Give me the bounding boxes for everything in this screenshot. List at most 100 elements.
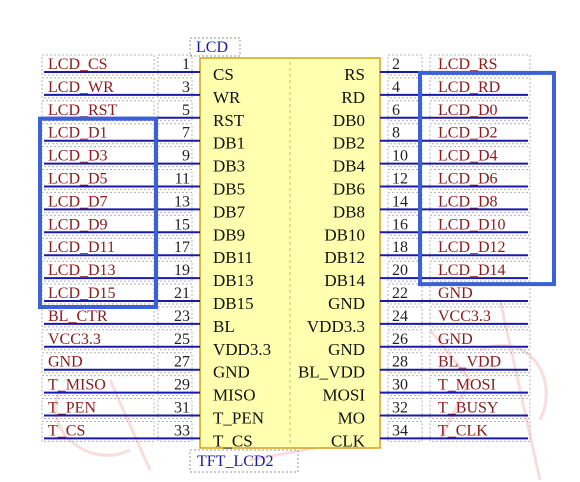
pin-row-15: LCD_D9 15 DB9 — [41, 214, 245, 244]
pin-number-box — [157, 77, 193, 99]
pin-number: 22 — [392, 285, 408, 302]
pin-row-33: T_CS 33 T_CS — [41, 420, 253, 450]
pin-number: 26 — [392, 331, 408, 348]
net-label: LCD_D12 — [438, 239, 506, 256]
pin-name: GND — [213, 363, 250, 382]
net-label: LCD_D6 — [438, 171, 498, 188]
highlight-boxes — [38, 70, 556, 309]
net-label-box — [41, 352, 155, 374]
highlight-box-right — [418, 70, 556, 287]
value-label-box — [189, 449, 299, 473]
net-label: LCD_D3 — [48, 148, 108, 165]
net-label-box — [429, 100, 531, 122]
pin-number-box — [157, 420, 193, 442]
pin-row-23: BL_CTR 23 BL — [41, 306, 235, 336]
net-label-box — [429, 77, 531, 99]
pin-row-26: GND 26 GND — [328, 329, 531, 359]
component-value: TFT_LCD2 — [197, 453, 273, 470]
net-label: T_CS — [48, 422, 85, 439]
pin-number-box — [157, 329, 193, 351]
pin-name: T_CS — [213, 431, 253, 450]
net-label-box — [429, 237, 531, 259]
pin-number-box — [387, 329, 423, 351]
pin-name: CLK — [331, 431, 366, 450]
net-label: LCD_WR — [48, 79, 114, 96]
pin-name: DB3 — [213, 157, 245, 176]
pin-row-16: LCD_D10 16 DB10 — [324, 214, 531, 244]
net-label-box — [41, 77, 155, 99]
net-label: LCD_D0 — [438, 102, 498, 119]
net-label-box — [429, 260, 531, 282]
pin-number: 8 — [392, 125, 400, 142]
pin-name: RST — [213, 111, 245, 130]
pin-number: 11 — [175, 171, 190, 188]
pin-number: 5 — [182, 102, 190, 119]
pin-row-19: LCD_D13 19 DB13 — [41, 260, 254, 290]
pin-row-25: VCC3.3 25 VDD3.3 — [41, 329, 271, 359]
net-label: LCD_D11 — [48, 239, 115, 256]
pin-row-30: T_MOSI 30 MOSI — [322, 375, 531, 405]
pin-row-6: LCD_D0 6 DB0 — [333, 100, 531, 130]
pin-name: BL — [213, 317, 235, 336]
pin-row-14: LCD_D8 14 DB8 — [333, 191, 531, 221]
net-label: LCD_RST — [48, 102, 118, 119]
pin-number: 31 — [174, 400, 190, 417]
pin-row-12: LCD_D6 12 DB6 — [333, 169, 531, 199]
pin-number: 9 — [182, 148, 190, 165]
pin-row-29: T_MISO 29 MISO — [41, 375, 256, 405]
pin-name: DB9 — [213, 225, 245, 244]
net-label-box — [41, 375, 155, 397]
pin-name: DB13 — [213, 271, 254, 290]
pin-name: MOSI — [322, 386, 365, 405]
pin-name: DB8 — [333, 202, 365, 221]
pin-number: 7 — [182, 125, 190, 142]
net-label: LCD_D9 — [48, 216, 108, 233]
pin-number: 17 — [174, 239, 190, 256]
pin-name: VDD3.3 — [307, 317, 365, 336]
net-label: T_MISO — [48, 377, 106, 394]
pin-number-box — [157, 352, 193, 374]
pin-name: MO — [338, 409, 365, 428]
pin-row-2: LCD_RS 2 RS — [344, 54, 531, 84]
net-label: LCD_D10 — [438, 216, 506, 233]
pin-number: 1 — [182, 56, 190, 73]
pin-number-box — [387, 420, 423, 442]
net-label: LCD_CS — [48, 56, 108, 73]
net-label-box — [429, 306, 531, 328]
pin-name: CS — [213, 65, 234, 84]
net-label-box — [41, 398, 155, 419]
net-label: GND — [438, 285, 473, 302]
highlight-box-left — [38, 116, 158, 309]
ref-label-box — [189, 37, 241, 57]
pin-name: DB5 — [213, 180, 245, 199]
pin-name: GND — [328, 340, 365, 359]
net-label-box — [429, 54, 531, 76]
net-label-box — [429, 375, 531, 397]
pin-number: 10 — [392, 148, 408, 165]
net-label-box — [41, 420, 155, 442]
pin-row-27: GND 27 GND — [41, 352, 250, 382]
net-label-box — [41, 54, 155, 76]
pin-name: DB11 — [213, 248, 253, 267]
pin-number: 14 — [392, 193, 408, 210]
net-label: T_MOSI — [438, 377, 496, 394]
pin-name: MISO — [213, 386, 256, 405]
pin-number: 6 — [392, 102, 400, 119]
pin-row-11: LCD_D5 11 DB5 — [41, 169, 245, 199]
net-label-box — [429, 214, 531, 236]
pin-row-4: LCD_RD 4 RD — [341, 77, 531, 107]
net-label: LCD_RD — [438, 79, 500, 96]
pin-row-24: VCC3.3 24 VDD3.3 — [307, 306, 531, 336]
net-label-box — [41, 329, 155, 351]
pin-row-31: T_PEN 31 T_PEN — [41, 398, 264, 428]
pin-name: DB15 — [213, 294, 254, 313]
net-label-box — [41, 100, 155, 122]
pin-number-box — [157, 306, 193, 328]
pin-row-3: LCD_WR 3 WR — [41, 77, 241, 107]
net-label: LCD_D5 — [48, 171, 108, 188]
pin-row-8: LCD_D2 8 DB2 — [333, 123, 531, 153]
net-label: BL_VDD — [438, 354, 501, 371]
pin-number: 2 — [392, 56, 400, 73]
pin-name: DB4 — [333, 157, 366, 176]
